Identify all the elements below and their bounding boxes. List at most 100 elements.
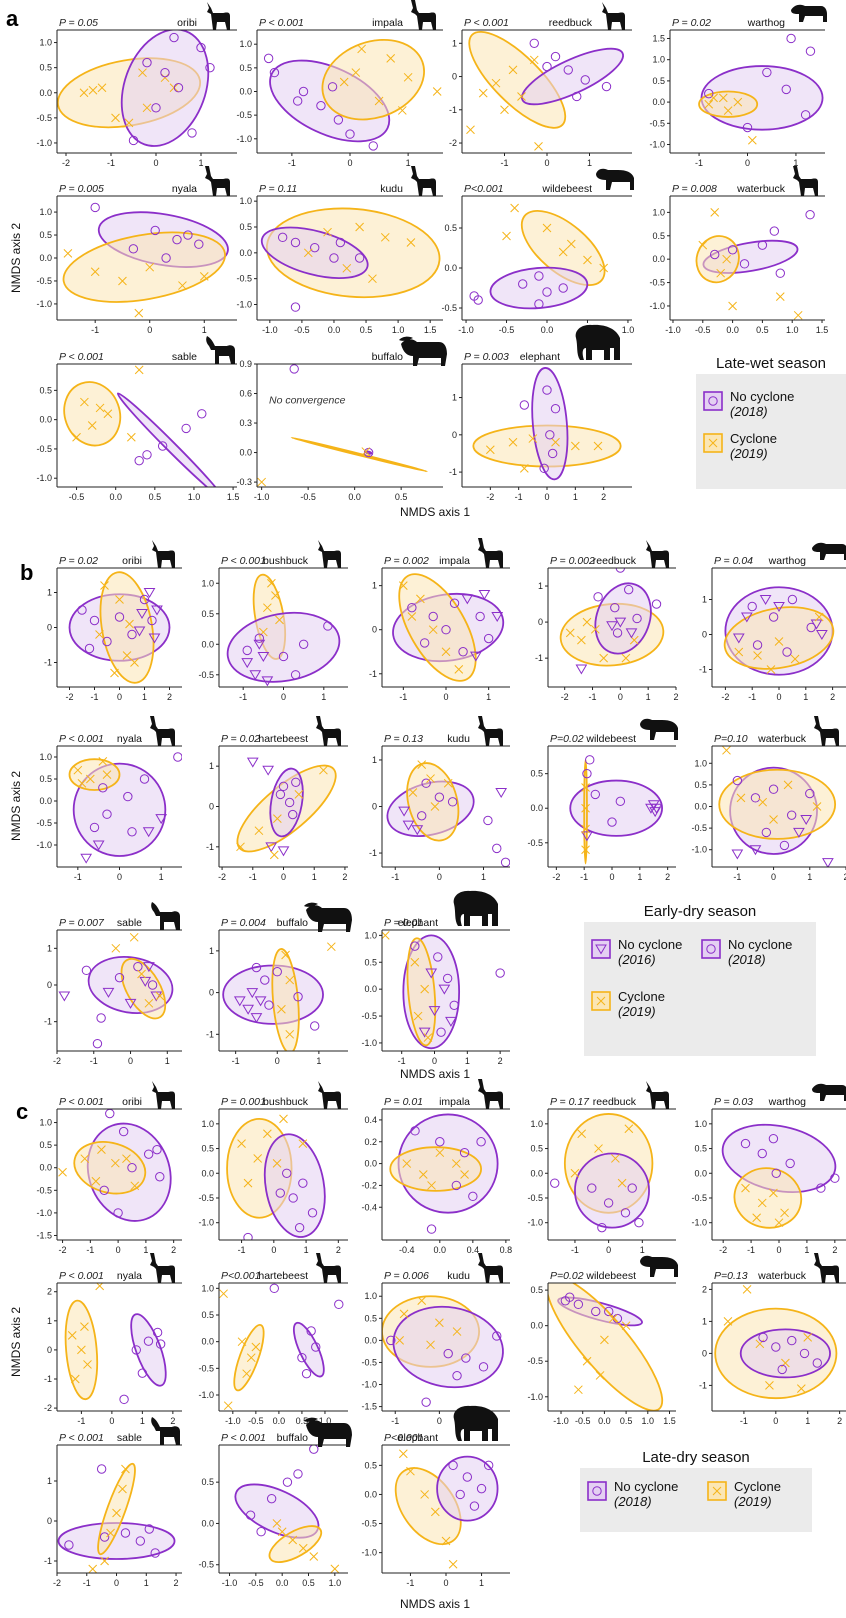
antelope-horned-silhouette-icon <box>478 716 503 746</box>
data-point-x <box>342 263 352 273</box>
data-point-circle <box>183 230 193 240</box>
data-point-circle <box>368 141 378 151</box>
data-point-circle <box>282 1168 292 1178</box>
data-point-circle <box>150 1548 160 1558</box>
data-point-circle <box>139 594 150 605</box>
data-point-circle <box>769 226 780 236</box>
data-point-triangle <box>151 605 163 616</box>
x-tick-label: 0 <box>114 1578 119 1588</box>
data-point-x <box>330 1564 340 1573</box>
y-tick-label: 1 <box>47 1316 52 1326</box>
species-label: oribi <box>177 17 197 29</box>
subplot-c-waterbuck: -1 0 1 2 2 1 0 -1 P=0.13 waterbuck <box>699 1253 846 1426</box>
p-value-label: P = 0.01 <box>384 1096 423 1108</box>
species-label: hartebeest <box>258 1270 308 1282</box>
x-tick-label: 1 <box>143 1245 148 1255</box>
y-tick-label: -1 <box>699 665 707 675</box>
data-point-circle <box>150 225 160 236</box>
data-point-circle <box>275 789 286 800</box>
species-label: nyala <box>172 183 197 195</box>
y-tick-label: -2 <box>44 1403 52 1413</box>
data-point-x <box>271 591 280 600</box>
p-value-label: P < 0.001 <box>464 17 509 29</box>
point-layer <box>64 1464 160 1573</box>
buffalo-silhouette-icon <box>304 902 352 932</box>
data-point-circle <box>455 1489 465 1500</box>
data-point-x <box>298 1543 308 1553</box>
point-layer <box>245 1445 340 1573</box>
p-value-label: P = 0.04 <box>714 555 753 567</box>
data-point-circle <box>329 253 339 263</box>
data-point-x <box>339 77 349 87</box>
data-point-x <box>617 1178 627 1188</box>
antelope-body <box>411 0 436 30</box>
elephant-silhouette-icon <box>453 1405 498 1441</box>
point-layer <box>722 746 834 867</box>
x-tick-label: -1 <box>288 158 296 168</box>
data-point-x <box>733 97 743 107</box>
y-tick-label: 0.5 <box>530 1285 543 1295</box>
data-point-triangle <box>822 858 834 867</box>
data-point-x <box>722 254 731 264</box>
sable-body <box>151 902 180 930</box>
data-point-circle <box>160 67 170 78</box>
point-layer <box>740 1133 840 1228</box>
legend-label: Cyclone <box>734 1479 781 1494</box>
data-point-x <box>710 208 720 217</box>
y-tick-label: 0.0 <box>364 1489 377 1499</box>
sable-body <box>206 336 235 364</box>
data-point-x <box>243 1178 253 1188</box>
sable-body <box>151 1417 180 1445</box>
p-value-label: P < 0.001 <box>59 1096 104 1108</box>
data-point-circle <box>785 1158 795 1169</box>
sable-silhouette-icon <box>206 336 235 364</box>
ellipse-cyclone <box>120 958 167 1020</box>
x-tick-label: 0 <box>117 872 122 882</box>
x-tick-label: 0.0 <box>726 325 739 335</box>
data-point-circle <box>539 463 549 474</box>
point-layer <box>723 1285 822 1393</box>
ellipse-layer <box>721 1123 837 1229</box>
x-tick-label: 0.5 <box>149 492 162 502</box>
data-point-triangle <box>142 827 155 838</box>
ellipse-layer <box>290 436 428 473</box>
data-point-circle <box>181 423 191 434</box>
data-point-circle <box>155 1339 166 1349</box>
species-label: warthog <box>747 17 786 29</box>
data-point-x <box>716 268 726 278</box>
data-point-x <box>596 996 606 1006</box>
data-point-circle <box>98 783 108 793</box>
y-tick-label: 1.0 <box>364 930 377 940</box>
data-point-circle <box>787 1335 797 1346</box>
data-point-circle <box>151 103 161 113</box>
data-point-x <box>137 969 146 979</box>
x-tick-label: 0.0 <box>328 325 341 335</box>
data-point-circle <box>275 1188 285 1198</box>
point-layer <box>402 1126 486 1234</box>
point-layer <box>67 1283 166 1405</box>
legend-entry: Cyclone(2019) <box>707 1479 781 1509</box>
y-tick-label: 1.0 <box>201 1283 214 1293</box>
data-point-triangle <box>731 849 744 860</box>
data-point-circle <box>123 791 133 802</box>
subplot-c-oribi: -2 -1 0 1 2 1.0 0.5 0.0 -0.5 -1.0 -1.5 P < 0.001 ori… <box>36 1081 182 1255</box>
antelope-body <box>316 716 341 746</box>
species-label: elephant <box>398 917 438 929</box>
x-tick-label: -1.0 <box>553 1416 569 1426</box>
y-tick-label: 0 <box>47 623 52 633</box>
data-point-triangle <box>411 825 424 836</box>
point-layer <box>233 942 336 1039</box>
data-point-circle <box>603 1198 614 1208</box>
y-tick-label: 1.0 <box>39 207 52 217</box>
ellipse-layer <box>718 766 837 855</box>
data-point-x <box>430 1507 440 1517</box>
data-point-circle <box>597 1222 607 1233</box>
data-point-triangle <box>614 617 627 628</box>
y-tick-label: -0.5 <box>361 1357 377 1367</box>
x-tick-label: 0.0 <box>541 325 554 335</box>
x-tick-label: -1.0 <box>458 325 474 335</box>
ellipse-cyclone <box>99 571 155 684</box>
p-value-label: P = 0.03 <box>714 1096 753 1108</box>
y-tick-label: 0.0 <box>39 1163 52 1173</box>
